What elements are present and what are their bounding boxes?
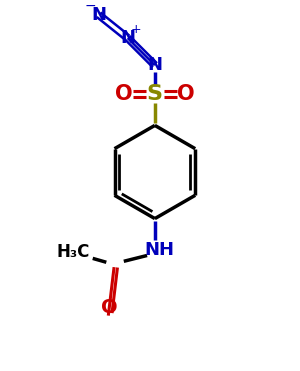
Text: +: + — [130, 23, 141, 36]
Text: N: N — [120, 29, 135, 47]
Text: O: O — [115, 84, 133, 104]
Text: N: N — [91, 6, 106, 24]
Text: O: O — [177, 84, 195, 104]
Text: NH: NH — [145, 241, 175, 259]
Text: O: O — [101, 298, 118, 318]
Text: S: S — [147, 84, 163, 104]
Text: −: − — [85, 0, 97, 13]
Text: N: N — [147, 56, 162, 74]
Text: H₃C: H₃C — [57, 243, 90, 260]
